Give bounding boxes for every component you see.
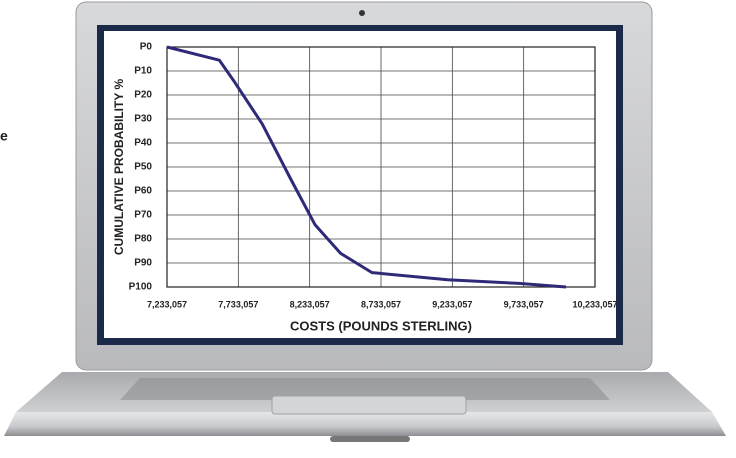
- x-tick-label: 10,233,057: [572, 299, 617, 309]
- x-axis-label: COSTS (POUNDS STERLING): [290, 318, 472, 333]
- y-tick-label: P10: [134, 66, 152, 77]
- y-tick-label: P100: [129, 282, 153, 293]
- slot: [330, 436, 410, 442]
- y-tick-label: P70: [134, 210, 152, 221]
- x-tick-label: 9,733,057: [504, 299, 544, 309]
- x-tick-label: 9,233,057: [432, 299, 472, 309]
- y-tick-label: P90: [134, 258, 152, 269]
- y-tick-label: P60: [134, 186, 152, 197]
- y-tick-label: P20: [134, 90, 152, 101]
- screen: [104, 31, 616, 338]
- edge-text: e: [0, 128, 8, 144]
- x-tick-label: 8,233,057: [290, 299, 330, 309]
- curve: [166, 45, 567, 289]
- y-tick-label: P40: [134, 138, 152, 149]
- keyboard: [120, 378, 610, 400]
- y-tick-label: P0: [140, 42, 153, 53]
- x-tick-label: 8,733,057: [361, 299, 401, 309]
- plot: P0 P10 P20 P30 P40 P50 P60 P70 P80 P90 P100 7,233,0…: [129, 42, 618, 310]
- y-axis-label: CUMULATIVE PROBABILITY %: [112, 79, 126, 256]
- plot-frame: [166, 46, 596, 288]
- x-tick-label: 7,733,057: [218, 299, 258, 309]
- camera: [359, 10, 365, 16]
- y-tick-label: P50: [134, 162, 152, 173]
- y-tick-label: P80: [134, 234, 152, 245]
- trackpad: [271, 395, 467, 415]
- y-tick-label: P30: [134, 114, 152, 125]
- base: [4, 412, 726, 436]
- x-tick-label: 7,233,057: [147, 299, 187, 309]
